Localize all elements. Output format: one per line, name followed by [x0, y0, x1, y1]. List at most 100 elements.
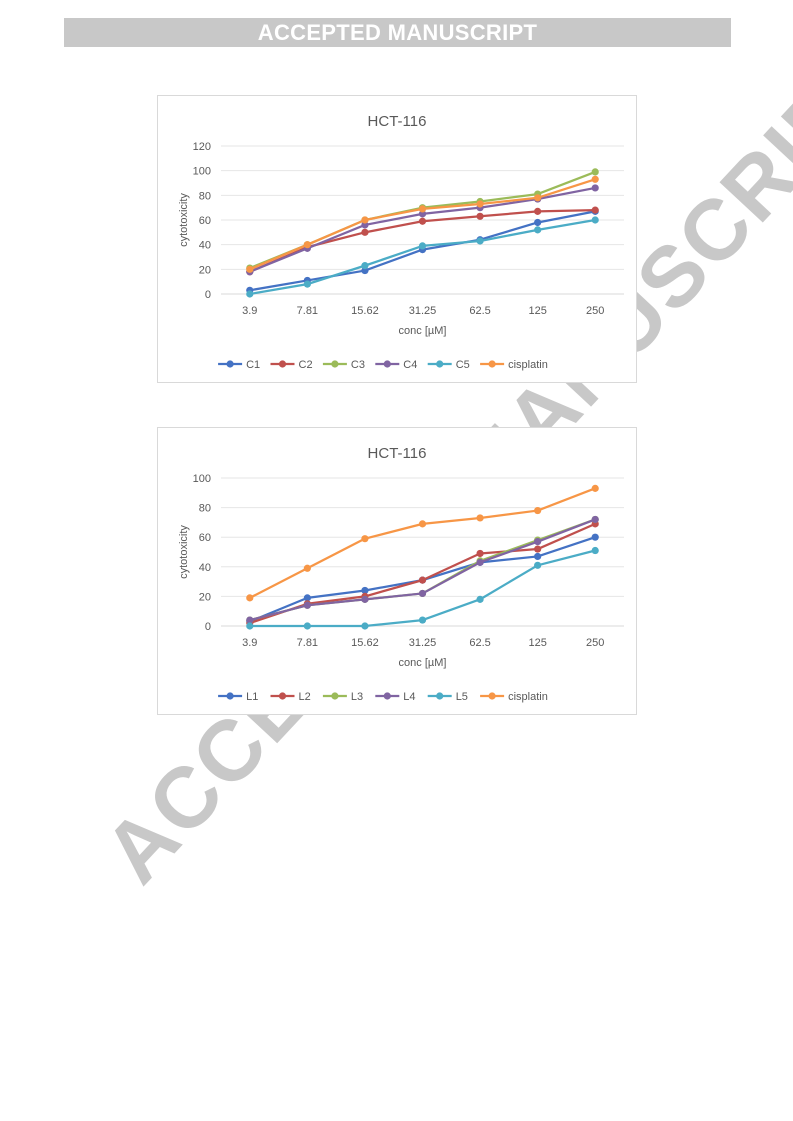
data-point — [591, 216, 599, 224]
accepted-manuscript-banner: ACCEPTED MANUSCRIPT — [64, 18, 731, 47]
data-point — [246, 622, 254, 630]
data-point — [303, 594, 311, 602]
data-point — [591, 184, 599, 192]
legend-item: L3 — [322, 691, 363, 703]
legend-label: L4 — [403, 691, 415, 703]
legend-item: C1 — [218, 359, 260, 371]
data-point — [303, 564, 311, 572]
x-tick-label: 3.9 — [242, 305, 257, 317]
legend-marker — [331, 692, 339, 700]
data-point — [534, 545, 542, 553]
data-point — [534, 506, 542, 515]
data-point — [591, 175, 599, 183]
x-tick-label: 125 — [528, 305, 546, 317]
data-point — [534, 552, 542, 561]
data-point — [591, 546, 599, 555]
chart-svg: HCT-116 0 20 40 60 80 100 cytotoxicity 3.9 7.81 15… — [178, 445, 624, 703]
y-tick-label: 0 — [205, 289, 211, 301]
legend-item: C3 — [322, 359, 365, 371]
x-tick-label: 62.5 — [469, 305, 490, 317]
legend-item: C2 — [270, 359, 313, 371]
x-tick-label: 62.5 — [469, 637, 490, 649]
legend-marker — [278, 360, 287, 368]
data-point — [418, 616, 427, 624]
data-point — [591, 533, 599, 541]
y-tick-label: 80 — [199, 190, 211, 202]
y-tick-label: 60 — [199, 215, 211, 227]
legend-label: cisplatin — [508, 359, 548, 371]
legend-item: L5 — [427, 691, 468, 703]
legend-label: cisplatin — [508, 691, 548, 703]
data-point — [591, 484, 599, 492]
data-point — [246, 290, 254, 298]
legend-label: L5 — [456, 691, 468, 703]
legend-marker — [488, 692, 496, 700]
y-tick-label: 40 — [199, 240, 211, 252]
data-point — [476, 595, 484, 603]
data-point — [418, 205, 427, 213]
legend-item: L4 — [375, 691, 416, 703]
data-point — [361, 266, 369, 275]
data-point — [476, 237, 484, 245]
legend-item: L2 — [270, 691, 311, 703]
data-point — [534, 538, 542, 546]
data-point — [418, 217, 427, 225]
legend-marker — [331, 360, 339, 368]
legend-item: L1 — [218, 691, 258, 703]
data-point — [476, 514, 484, 522]
data-point — [361, 221, 369, 229]
data-point — [476, 558, 484, 566]
legend-label: L3 — [351, 691, 363, 703]
x-tick-label: 125 — [528, 637, 546, 649]
data-point — [361, 535, 369, 543]
data-point — [361, 228, 369, 236]
legend-label: C2 — [299, 359, 313, 371]
x-axis-label: conc [µM] — [399, 657, 447, 669]
x-axis-label: conc [µM] — [399, 325, 447, 337]
chart-title: HCT-116 — [368, 113, 427, 130]
data-point — [591, 515, 599, 524]
x-tick-label: 31.25 — [409, 305, 437, 317]
y-tick-label: 40 — [199, 562, 211, 574]
legend-marker — [436, 692, 444, 700]
data-point — [418, 576, 427, 584]
chart-svg: HCT-116 0 20 40 60 80 100 120 cytotoxicity 3.9 7.8… — [178, 113, 624, 371]
chart-hct116-l-series: HCT-116 0 20 40 60 80 100 cytotoxicity 3.9 7.81 15… — [157, 427, 637, 715]
data-point — [246, 616, 254, 624]
series-line — [249, 218, 596, 296]
x-tick-label: 15.62 — [351, 637, 379, 649]
x-tick-label: 7.81 — [297, 305, 318, 317]
legend-label: C5 — [456, 359, 470, 371]
data-point — [361, 595, 369, 603]
legend-label: C4 — [403, 359, 417, 371]
data-point — [246, 265, 254, 273]
data-point — [418, 520, 427, 528]
legend-marker — [383, 360, 391, 368]
legend-marker — [383, 692, 391, 700]
data-point — [534, 218, 542, 227]
y-axis-label: cytotoxicity — [178, 525, 190, 579]
data-point — [476, 549, 484, 558]
data-point — [591, 206, 599, 214]
legend-marker — [226, 692, 234, 700]
data-point — [361, 262, 369, 270]
y-tick-label: 0 — [205, 621, 211, 633]
data-point — [361, 216, 369, 224]
y-tick-label: 80 — [199, 503, 211, 515]
data-point — [418, 210, 427, 218]
data-point — [534, 561, 542, 569]
data-point — [303, 280, 311, 288]
chart-title: HCT-116 — [368, 445, 427, 462]
y-tick-label: 60 — [199, 532, 211, 544]
data-point — [476, 200, 484, 208]
x-tick-label: 250 — [586, 305, 604, 317]
y-axis-label: cytotoxicity — [178, 193, 190, 247]
legend-item: cisplatin — [480, 691, 548, 703]
series-line — [249, 549, 596, 628]
y-tick-label: 20 — [199, 591, 211, 603]
data-point — [303, 241, 311, 249]
data-point — [303, 601, 311, 609]
legend-marker — [278, 692, 287, 700]
legend-label: C1 — [246, 359, 260, 371]
data-point — [534, 226, 542, 234]
